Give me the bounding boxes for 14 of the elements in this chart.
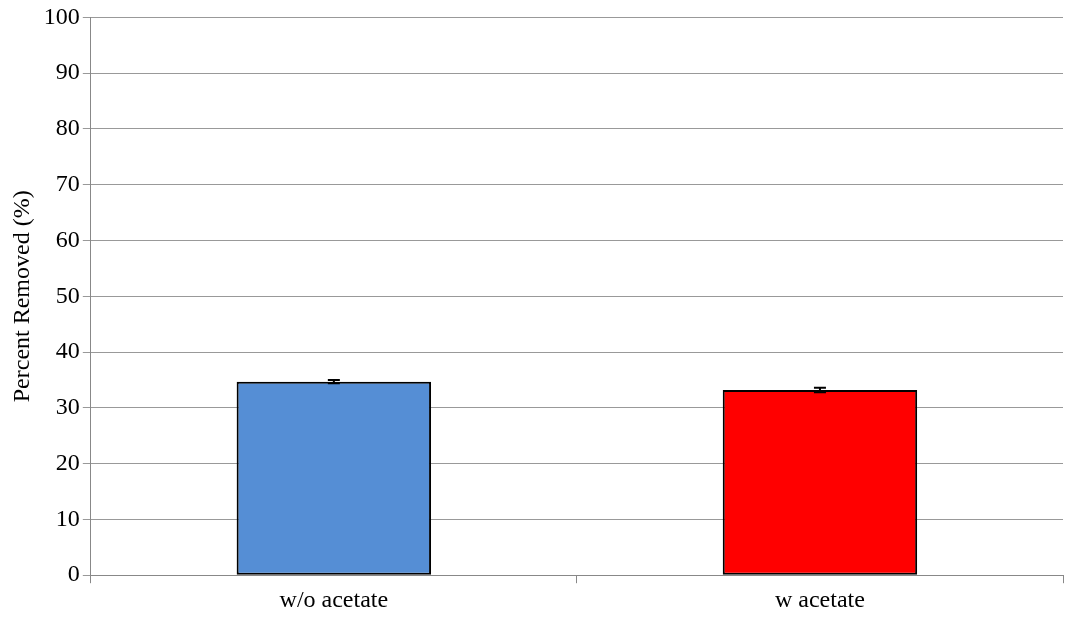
y-tick-label: 70 xyxy=(55,170,80,197)
y-tick-label: 60 xyxy=(55,225,80,252)
x-tick-label: w acetate xyxy=(774,585,865,612)
x-tick-label: w/o acetate xyxy=(279,585,389,612)
y-axis-title: Percent Removed (%) xyxy=(7,190,34,403)
y-tick-label: 0 xyxy=(67,560,80,587)
y-tick-label: 40 xyxy=(55,337,80,364)
y-tick-label: 100 xyxy=(43,2,80,29)
y-tick-label: 30 xyxy=(55,393,80,420)
y-tick-label: 80 xyxy=(55,114,80,141)
y-tick-label: 90 xyxy=(55,58,80,85)
y-tick-label: 10 xyxy=(55,504,80,531)
y-tick-label: 20 xyxy=(55,448,80,475)
y-tick-label: 50 xyxy=(55,281,80,308)
